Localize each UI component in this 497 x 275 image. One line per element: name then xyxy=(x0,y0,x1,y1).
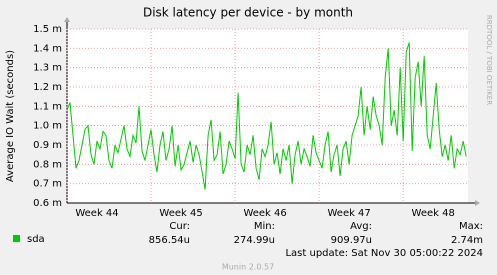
chart-title: Disk latency per device - by month xyxy=(143,6,353,20)
y-tick-label: 1.0 m xyxy=(33,121,62,132)
footer: Munin 2.0.57 xyxy=(222,263,274,272)
stat-value: 274.99u xyxy=(234,235,275,246)
x-arrow xyxy=(475,200,480,206)
y-arrow xyxy=(64,17,70,22)
y-tick-label: 1.2 m xyxy=(33,82,62,93)
stat-label: Max: xyxy=(459,221,483,232)
x-tick-label: Week 44 xyxy=(75,208,118,219)
stat-value: 909.97u xyxy=(331,235,372,246)
data-line xyxy=(66,42,467,190)
y-tick-label: 0.8 m xyxy=(33,159,62,170)
x-tick-label: Week 48 xyxy=(412,208,455,219)
x-tick-label: Week 45 xyxy=(159,208,202,219)
last-update: Last update: Sat Nov 30 05:00:22 2024 xyxy=(285,248,483,259)
y-tick-label: 0.7 m xyxy=(33,179,62,190)
y-tick-label: 1.5 m xyxy=(33,24,62,35)
legend-label: sda xyxy=(27,234,45,245)
y-tick-label: 1.1 m xyxy=(33,101,62,112)
y-axis-label: Average IO Wait (seconds) xyxy=(5,50,16,182)
stat-label: Cur: xyxy=(169,221,190,232)
y-tick-label: 0.6 m xyxy=(33,198,62,209)
stat-label: Avg: xyxy=(350,221,372,232)
y-tick-label: 0.9 m xyxy=(33,140,62,151)
stat-value: 856.54u xyxy=(149,235,190,246)
y-tick-label: 1.4 m xyxy=(33,43,62,54)
plot-area xyxy=(67,29,468,203)
stat-label: Min: xyxy=(254,221,275,232)
stat-value: 2.74m xyxy=(451,235,483,246)
x-tick-label: Week 46 xyxy=(243,208,286,219)
x-tick-label: Week 47 xyxy=(327,208,370,219)
side-text: RRDTOOL / TOBI OETIKER xyxy=(485,15,493,105)
legend-swatch xyxy=(13,235,20,242)
y-tick-label: 1.3 m xyxy=(33,63,62,74)
